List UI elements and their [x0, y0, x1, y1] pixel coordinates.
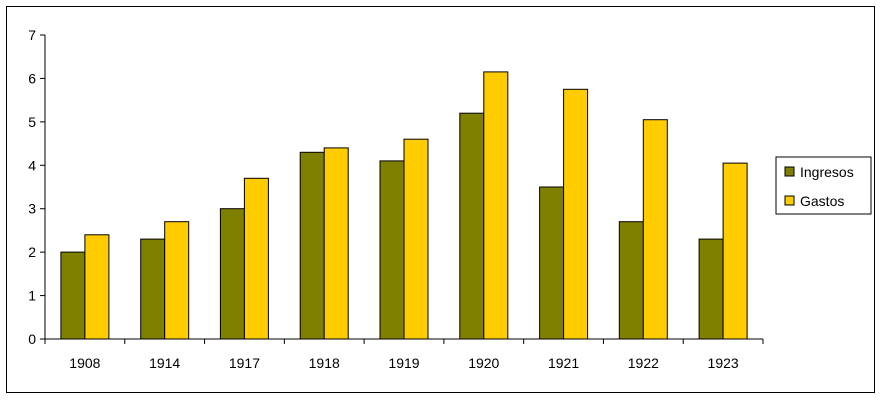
x-tick-label-1920: 1920	[468, 355, 499, 371]
y-tick-label-1: 1	[28, 288, 36, 304]
x-tick-label-1918: 1918	[309, 355, 340, 371]
legend-swatch-gastos	[784, 195, 795, 206]
bar-ingresos-1920	[459, 112, 485, 340]
y-tick-label-4: 4	[28, 157, 36, 173]
y-tick-label-2: 2	[28, 244, 36, 260]
x-tick-label-1919: 1919	[388, 355, 419, 371]
bar-gastos-1921	[563, 88, 589, 340]
bar-ingresos-1917	[219, 208, 245, 340]
y-ticks-layer: 0 1 2 3 4 5 6 7	[28, 27, 45, 347]
x-tick-label-1922: 1922	[628, 355, 659, 371]
x-tick-label-1917: 1917	[229, 355, 260, 371]
bar-ingresos-1908	[60, 251, 86, 340]
y-tick-label-6: 6	[28, 70, 36, 86]
legend-swatch-ingresos	[784, 166, 795, 177]
bar-gastos-1920	[483, 71, 509, 340]
x-tick-label-1921: 1921	[548, 355, 579, 371]
legend: Ingresos Gastos	[775, 156, 872, 215]
bar-gastos-1919	[403, 138, 429, 340]
x-tick-label-1908: 1908	[69, 355, 100, 371]
y-tick-label-5: 5	[28, 114, 36, 130]
y-tick-label-7: 7	[28, 27, 36, 43]
legend-label-gastos: Gastos	[800, 193, 844, 209]
bar-gastos-1917	[243, 177, 269, 340]
bar-gastos-1922	[642, 119, 668, 340]
bar-ingresos-1921	[539, 186, 565, 340]
bar-ingresos-1918	[299, 151, 325, 340]
bars-layer	[60, 71, 748, 340]
x-tick-label-1923: 1923	[708, 355, 739, 371]
y-tick-label-0: 0	[28, 331, 36, 347]
bar-ingresos-1923	[698, 238, 724, 340]
bar-ingresos-1922	[618, 221, 644, 340]
bar-ingresos-1914	[140, 238, 166, 340]
bar-gastos-1908	[84, 234, 110, 340]
x-ticks-layer: 1908 1914 1917 1918 1919 1920 1921 1922 1923	[44, 339, 764, 371]
bar-gastos-1923	[722, 162, 748, 340]
bar-gastos-1918	[323, 147, 349, 340]
bar-gastos-1914	[164, 221, 190, 340]
legend-label-ingresos: Ingresos	[800, 164, 854, 180]
y-tick-label-3: 3	[28, 201, 36, 217]
bar-ingresos-1919	[379, 160, 405, 340]
x-tick-label-1914: 1914	[149, 355, 180, 371]
